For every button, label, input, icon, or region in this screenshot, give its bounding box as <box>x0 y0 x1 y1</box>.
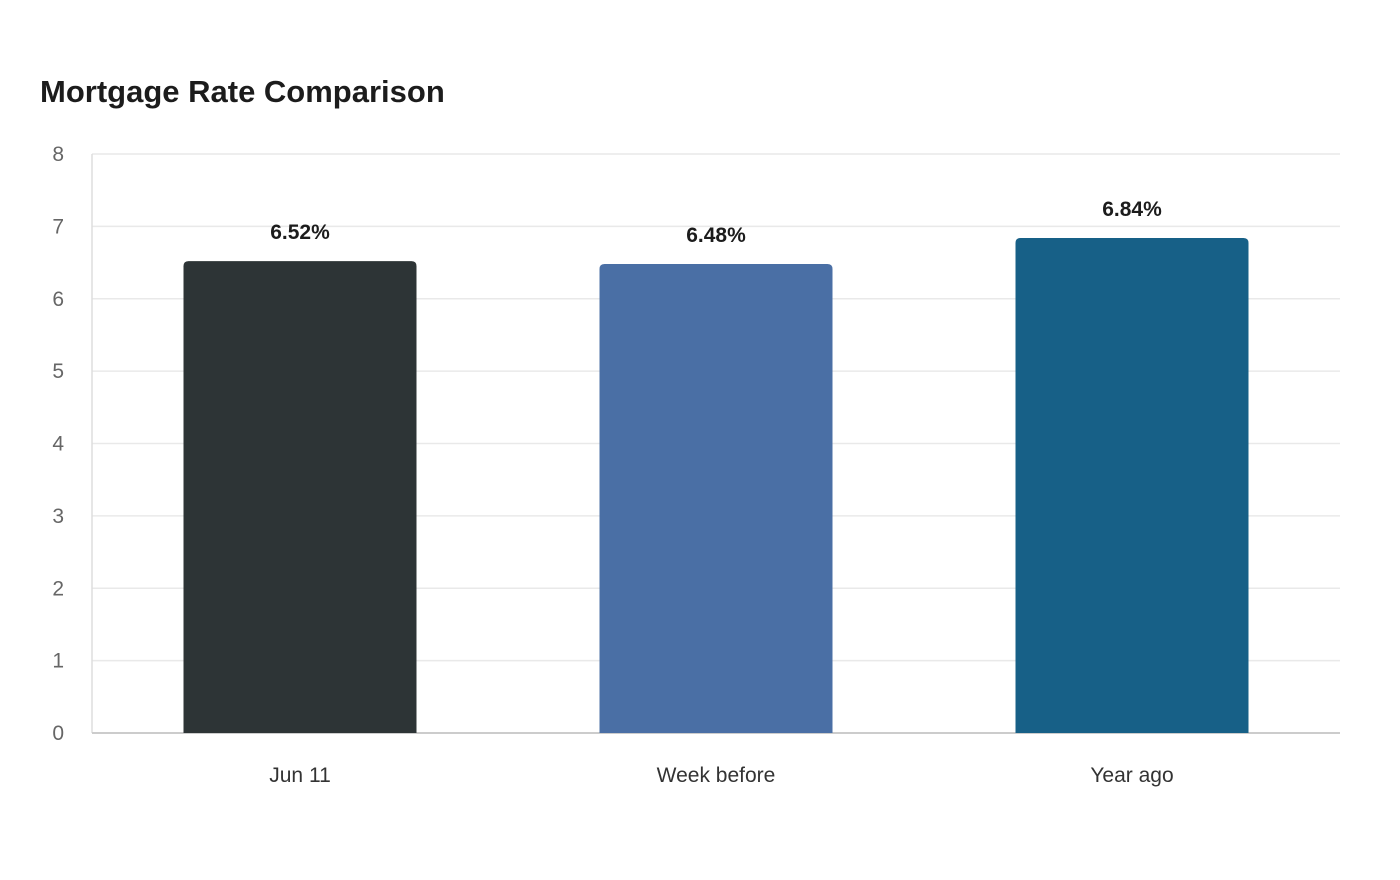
x-category-labels: Jun 11 Week before Year ago <box>269 764 1173 787</box>
y-tick-label: 4 <box>52 433 64 456</box>
bar <box>1015 237 1249 733</box>
chart-title: Mortgage Rate Comparison <box>40 74 445 109</box>
y-tick-label: 3 <box>52 505 64 528</box>
y-tick-label: 5 <box>52 360 64 383</box>
bar-value-label: 6.52% <box>270 221 330 244</box>
bar <box>183 261 417 733</box>
y-tick-label: 1 <box>52 650 64 673</box>
bar-value-label: 6.48% <box>686 224 746 247</box>
x-category-label: Year ago <box>1090 764 1173 787</box>
y-tick-label: 0 <box>52 722 64 745</box>
y-tick-label: 7 <box>52 215 64 238</box>
x-category-label: Week before <box>657 764 776 787</box>
bars <box>183 237 1249 733</box>
x-category-label: Jun 11 <box>269 764 331 787</box>
y-tick-label: 8 <box>52 143 64 166</box>
bar <box>599 264 833 733</box>
y-tick-label: 2 <box>52 577 64 600</box>
y-tick-label: 6 <box>52 288 64 311</box>
bar-value-label: 6.84% <box>1102 198 1162 221</box>
value-labels: 6.52% 6.48% 6.84% <box>270 198 1162 247</box>
y-tick-labels: 0 1 2 3 4 5 6 7 8 <box>52 143 64 745</box>
